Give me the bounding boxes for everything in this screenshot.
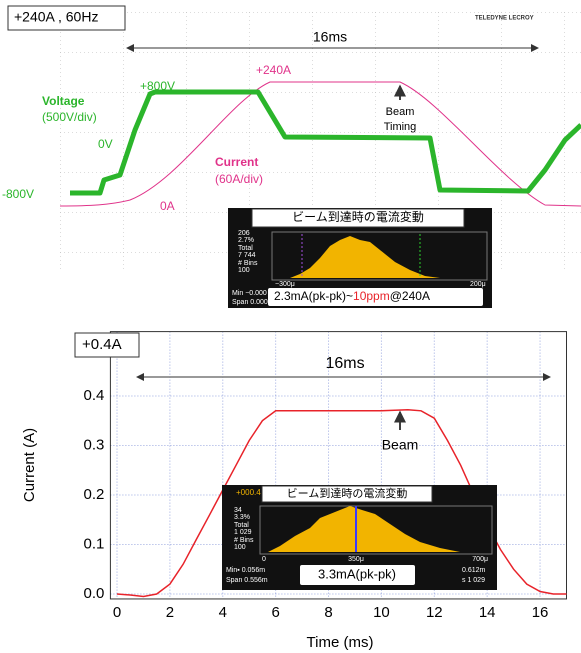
- x-tick-label: 6: [271, 604, 279, 621]
- inset-title: ビーム到達時の電流変動: [287, 486, 408, 500]
- y-tick-label: 0.2: [84, 486, 105, 503]
- y-axis-label: Current (A): [21, 428, 38, 502]
- inset-footer: Min −0.000: [232, 290, 267, 297]
- inset-footer: 0.612m: [462, 567, 486, 574]
- scope-inset: ビーム到達時の電流変動 206 2.7% Total 7 744 # Bins …: [228, 208, 492, 308]
- inset-header: +000.4: [236, 488, 261, 497]
- inset-stat: Total: [238, 245, 253, 252]
- inset-stat: 100: [234, 544, 246, 551]
- page: +240A , 60Hz TELEDYNE LECROY 16ms +800V …: [0, 0, 581, 653]
- x-tick-label: 0: [113, 604, 121, 621]
- inset-footer: Span 0.000: [232, 299, 268, 306]
- x-tick-label: 14: [479, 604, 496, 621]
- inset-stat: 206: [238, 230, 250, 237]
- inset-stat: 7 744: [238, 252, 256, 259]
- logo: TELEDYNE LECROY: [475, 16, 534, 22]
- beam-label: Beam: [382, 437, 419, 453]
- beam-label-2: Timing: [384, 121, 417, 133]
- inset-stat: # Bins: [238, 260, 258, 267]
- x-tick-label: 16: [532, 604, 549, 621]
- inset-axis: 0: [262, 556, 266, 563]
- x-tick-label: 8: [324, 604, 332, 621]
- result-ppm: 10ppm: [353, 289, 390, 303]
- current-peak: +240A: [256, 63, 291, 77]
- inset-stat: 100: [238, 267, 250, 274]
- result-suffix: @240A: [390, 289, 430, 303]
- y-tick-label: 0.3: [84, 436, 105, 453]
- min-voltage: -800V: [2, 187, 34, 201]
- current-scale: (60A/div): [215, 172, 263, 186]
- inset-title: ビーム到達時の電流変動: [292, 209, 424, 224]
- inset-stat: 2.7%: [238, 237, 254, 244]
- range-label: +0.4A: [82, 336, 122, 353]
- inset-stat: # Bins: [234, 537, 254, 544]
- span-label: 16ms: [313, 29, 347, 45]
- inset-axis: −300μ: [275, 281, 295, 288]
- y-tick-label: 0.1: [84, 535, 105, 552]
- inset-footer: Min▪ 0.056m: [226, 567, 265, 574]
- x-tick-label: 10: [373, 604, 390, 621]
- y-tick-label: 0.4: [84, 387, 105, 404]
- x-tick-label: 2: [166, 604, 174, 621]
- x-axis-label: Time (ms): [307, 634, 374, 651]
- scope-title: +240A , 60Hz: [14, 9, 98, 25]
- inset-axis: 700μ: [472, 556, 488, 563]
- inset-axis: 350μ: [348, 556, 364, 563]
- inset-footer: s 1 029: [462, 577, 485, 584]
- current-label: Current: [215, 155, 258, 169]
- inset-stat: 1 029: [234, 529, 252, 536]
- x-tick-label: 4: [219, 604, 227, 621]
- chart-inset: +000.4 ビーム到達時の電流変動 34 3.3% Total 1 029 #…: [222, 485, 497, 590]
- x-tick-label: 12: [426, 604, 443, 621]
- zero-current: 0A: [160, 199, 175, 213]
- inset-stat: 3.3%: [234, 514, 250, 521]
- voltage-label: Voltage: [42, 94, 85, 108]
- inset-result: 2.3mA(pk-pk)~10ppm@240A: [274, 289, 430, 303]
- result: 2.3mA(pk-pk)~: [274, 289, 353, 303]
- figure: +240A , 60Hz TELEDYNE LECROY 16ms +800V …: [0, 0, 581, 653]
- inset-axis: 200μ: [470, 281, 486, 288]
- voltage-peak: +800V: [140, 79, 175, 93]
- beam-label: Beam: [386, 106, 415, 118]
- zero-voltage: 0V: [98, 137, 113, 151]
- y-tick-label: 0.0: [84, 585, 105, 602]
- inset-footer: Span 0.556m: [226, 577, 268, 584]
- inset-stat: 34: [234, 507, 242, 514]
- inset-result: 3.3mA(pk-pk): [318, 566, 396, 581]
- voltage-scale: (500V/div): [42, 110, 97, 124]
- span-label: 16ms: [325, 355, 364, 372]
- inset-stat: Total: [234, 522, 249, 529]
